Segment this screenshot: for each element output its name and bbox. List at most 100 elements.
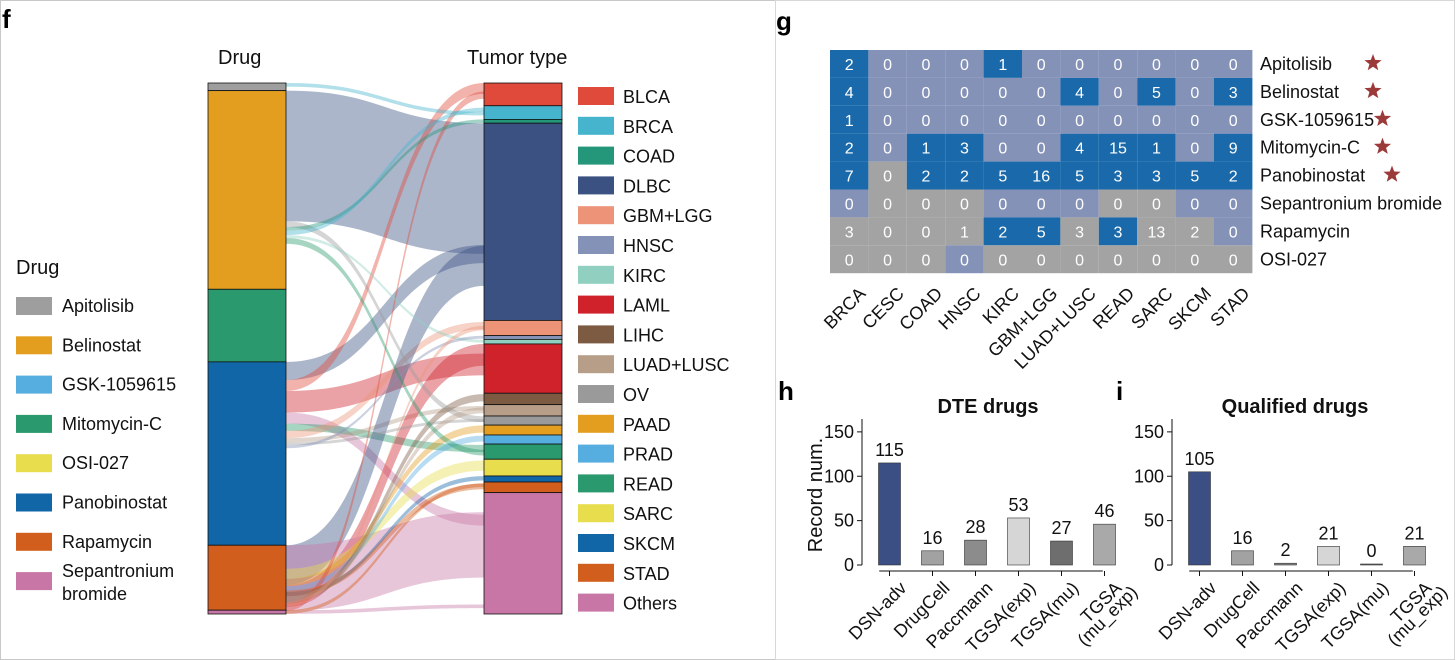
tumor-legend-swatch-luad-lusc	[578, 355, 614, 374]
tumor-legend-label-brca: BRCA	[623, 117, 673, 137]
heatmap-cell-rapamycin-cesc	[868, 217, 907, 246]
tumor-legend-swatch-stad	[578, 563, 614, 582]
tumor-bar-segment-laml	[483, 343, 563, 394]
heatmap-cell-gsk-1059615-gbm-lgg	[1022, 105, 1061, 134]
sankey-flow-panobinostat-to-gbm-lgg	[286, 322, 484, 439]
drug-bar-segment-sepantronium-bromide	[207, 609, 287, 615]
heatmap-cell-belinostat-kirc	[983, 77, 1022, 106]
y-tick-label: 150	[824, 422, 854, 442]
heatmap-cell-osi-027-luad-lusc	[1060, 245, 1099, 274]
heatmap-value-mitomycin-c-luad-lusc: 4	[1075, 141, 1084, 158]
heatmap-cell-apitolisib-skcm	[1175, 50, 1214, 78]
heatmap-value-osi-027-read: 0	[1114, 252, 1123, 269]
heatmap-value-apitolisib-kirc: 1	[998, 57, 1007, 74]
drug-bar-segment-panobinostat	[207, 361, 287, 546]
heatmap-cell-rapamycin-sarc	[1137, 217, 1176, 246]
heatmap-cell-mitomycin-c-gbm-lgg	[1022, 133, 1061, 162]
heatmap-cell-gsk-1059615-read	[1098, 105, 1138, 134]
heatmap-cell-gsk-1059615-luad-lusc	[1060, 105, 1099, 134]
heatmap-value-sepantronium-bromide-brca: 0	[845, 196, 854, 213]
heatmap-value-sepantronium-bromide-coad: 0	[922, 196, 931, 213]
tumor-bar-segment-luad-lusc	[483, 404, 563, 417]
heatmap-cell-belinostat-gbm-lgg	[1022, 77, 1061, 106]
heatmap-col-label-hnsc: HNSC	[934, 283, 984, 333]
bar-paccmann	[964, 539, 987, 566]
heatmap-value-apitolisib-cesc: 0	[883, 57, 892, 74]
tumor-legend-swatch-dlbc	[578, 176, 614, 195]
heatmap-value-mitomycin-c-brca: 2	[845, 141, 854, 158]
tumor-bar-segment-coad	[483, 119, 563, 124]
heatmap-value-mitomycin-c-gbm-lgg: 0	[1037, 141, 1046, 158]
heatmap-value-gsk-1059615-read: 0	[1114, 113, 1123, 130]
heatmap-value-panobinostat-coad: 2	[922, 169, 931, 186]
heatmap-row-label-mitomycin-c: Mitomycin-C	[1260, 138, 1360, 158]
tumor-bar-segment-lihc	[483, 392, 563, 406]
data-label-paccmann: 28	[965, 517, 985, 537]
sankey-flow-rapamycin-to-stad	[286, 483, 484, 597]
heatmap-cell-panobinostat-sarc	[1137, 161, 1176, 190]
tumor-legend-swatch-ov	[578, 385, 614, 403]
significance-star-icon	[1383, 165, 1401, 182]
sankey-left-header: Drug	[218, 47, 261, 69]
heatmap-value-osi-027-gbm-lgg: 0	[1037, 252, 1046, 269]
heatmap-value-mitomycin-c-sarc: 1	[1152, 141, 1161, 158]
tumor-legend-label-paad: PAAD	[623, 415, 671, 435]
sankey-flow-rapamycin-to-gbm-lgg	[286, 325, 484, 607]
heatmap-cell-rapamycin-luad-lusc	[1060, 217, 1099, 246]
drug-bar-segment-mitomycin-c	[207, 288, 287, 363]
tumor-legend-label-ov: OV	[623, 385, 649, 405]
heatmap-cell-apitolisib-read	[1098, 50, 1138, 78]
heatmap-cell-rapamycin-read	[1098, 217, 1138, 246]
bar-chart-title: DTE drugs	[937, 396, 1038, 418]
heatmap-cell-sepantronium-bromide-cesc	[868, 189, 907, 218]
tumor-legend-swatch-gbm-lgg	[578, 206, 614, 225]
tumor-bar-segment-brca	[483, 105, 563, 120]
data-label-tgsa-mu-exp: 21	[1404, 523, 1424, 543]
bar-tgsa-mu	[1050, 540, 1073, 566]
significance-star-icon	[1364, 54, 1382, 71]
sankey-flows	[286, 83, 484, 614]
heatmap-value-osi-027-brca: 0	[845, 252, 854, 269]
sankey-flow-panobinostat-to-laml	[286, 353, 484, 413]
tumor-bar-segment-skcm	[483, 475, 563, 483]
y-tick-label: 0	[844, 555, 854, 575]
heatmap-g: 2 0 0 0 1 0 0 0 0 0 0 Apitolisib 4 0 0 0 0 0 4 0 5 0 3 Belinost…	[820, 50, 1442, 373]
heatmap-cell-panobinostat-kirc	[983, 161, 1022, 190]
tumor-bar-segment-stad	[483, 481, 563, 494]
heatmap-cell-sepantronium-bromide-gbm-lgg	[1022, 189, 1061, 218]
tumor-bar-segment-gbm-lgg	[483, 320, 563, 337]
heatmap-row-label-osi-027: OSI-027	[1260, 249, 1327, 269]
sankey-flow-apitolisib-to-brca	[286, 83, 484, 116]
heatmap-value-rapamycin-kirc: 2	[998, 224, 1007, 241]
heatmap-value-belinostat-skcm: 0	[1190, 85, 1199, 102]
sankey-flow-belinostat-to-coad	[286, 119, 484, 231]
heatmap-cell-mitomycin-c-luad-lusc	[1060, 133, 1099, 162]
heatmap-cell-belinostat-hnsc	[945, 77, 984, 106]
heatmap-value-panobinostat-sarc: 3	[1152, 169, 1161, 186]
heatmap-cell-apitolisib-luad-lusc	[1060, 50, 1099, 78]
tumor-legend-label-read: READ	[623, 474, 673, 494]
heatmap-value-rapamycin-cesc: 0	[883, 224, 892, 241]
tumor-legend-swatch-read	[578, 474, 614, 493]
tumor-bar-segment-prad	[483, 434, 563, 445]
heatmap-cell-sepantronium-bromide-kirc	[983, 189, 1022, 218]
heatmap-cell-belinostat-brca	[830, 77, 869, 106]
tumor-legend-label-gbm-lgg: GBM+LGG	[623, 206, 713, 226]
heatmap-cell-osi-027-read	[1098, 245, 1138, 274]
tumor-legend-label-hnsc: HNSC	[623, 236, 674, 256]
sankey-flow-panobinostat-to-hnsc	[286, 335, 484, 449]
sankey-tumor-bar	[483, 82, 563, 615]
heatmap-value-belinostat-gbm-lgg: 0	[1037, 85, 1046, 102]
heatmap-value-gsk-1059615-cesc: 0	[883, 113, 892, 130]
drug-bar-segment-rapamycin	[207, 544, 287, 611]
heatmap-cell-osi-027-kirc	[983, 245, 1022, 274]
tumor-bar-segment-others	[483, 492, 563, 615]
heatmap-value-rapamycin-stad: 0	[1229, 224, 1238, 241]
heatmap-value-belinostat-hnsc: 0	[960, 85, 969, 102]
heatmap-cell-sepantronium-bromide-coad	[906, 189, 946, 218]
heatmap-cell-osi-027-sarc	[1137, 245, 1176, 274]
heatmap-cell-mitomycin-c-sarc	[1137, 133, 1176, 162]
bar-paccmann	[1274, 562, 1297, 566]
heatmap-value-belinostat-coad: 0	[922, 85, 931, 102]
